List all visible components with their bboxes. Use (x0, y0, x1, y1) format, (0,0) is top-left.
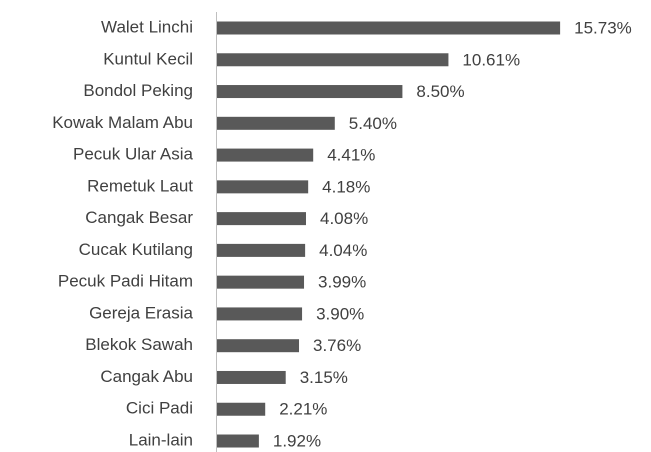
category-label: Pecuk Padi Hitam (58, 272, 193, 291)
value-label: 3.99% (318, 273, 366, 292)
category-label: Pecuk Ular Asia (73, 145, 194, 164)
category-label: Cangak Besar (85, 208, 193, 227)
bar (217, 402, 266, 416)
category-label: Remetuk Laut (87, 176, 193, 195)
value-label: 4.41% (327, 146, 375, 165)
bar (217, 243, 306, 257)
category-label: Kowak Malam Abu (52, 113, 193, 132)
value-label: 5.40% (349, 114, 397, 133)
bar (217, 53, 449, 67)
category-label: Bondol Peking (83, 81, 193, 100)
bar (217, 275, 305, 289)
value-label: 10.61% (462, 50, 520, 69)
bar (217, 434, 259, 448)
bar (217, 180, 309, 194)
value-label: 15.73% (574, 18, 632, 37)
category-label: Cangak Abu (100, 367, 193, 386)
category-label: Walet Linchi (101, 17, 193, 36)
value-label: 2.21% (279, 400, 327, 419)
value-label: 3.15% (300, 368, 348, 387)
bar (217, 339, 300, 353)
bar (217, 307, 303, 321)
category-label: Blekok Sawah (85, 335, 193, 354)
bar (217, 116, 335, 130)
category-label: Cucak Kutilang (79, 240, 193, 259)
value-label: 3.90% (316, 304, 364, 323)
category-label: Kuntul Kecil (103, 49, 193, 68)
value-label: 4.08% (320, 209, 368, 228)
value-label: 1.92% (273, 431, 321, 450)
category-label: Gereja Erasia (89, 303, 193, 322)
value-label: 3.76% (313, 336, 361, 355)
value-label: 4.04% (319, 241, 367, 260)
bar (217, 148, 314, 162)
bar (217, 212, 306, 226)
value-label: 4.18% (322, 177, 370, 196)
value-label: 8.50% (416, 82, 464, 101)
bar (217, 370, 286, 384)
bar (217, 21, 561, 35)
category-label: Cici Padi (126, 399, 193, 418)
bar (217, 85, 403, 99)
category-label: Lain-lain (129, 430, 193, 449)
